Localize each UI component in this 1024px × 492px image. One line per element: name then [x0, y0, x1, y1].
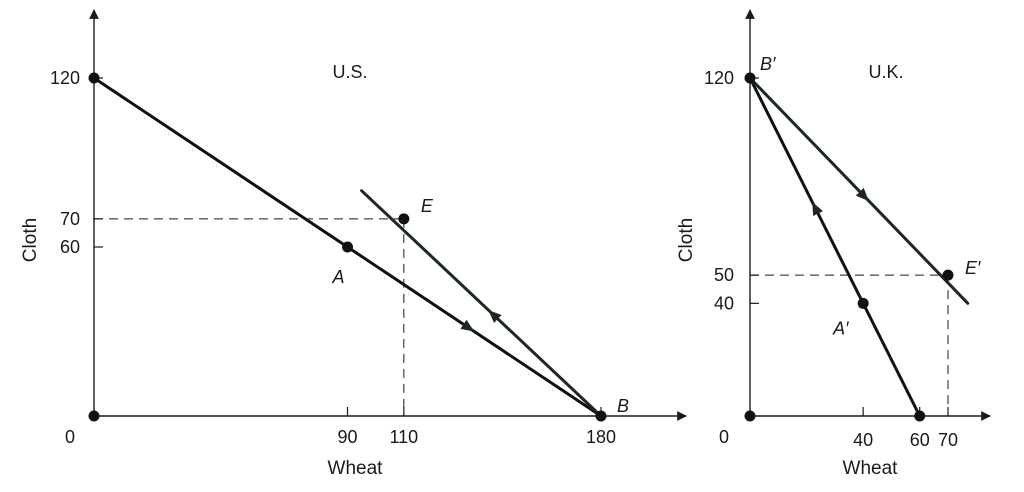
us-x-axis-label: Wheat [328, 458, 384, 479]
us-point-point-0-0 [88, 410, 100, 422]
uk-production-frontier [748, 76, 922, 418]
uk-y-tick-label-50: 50 [714, 265, 734, 285]
us-origin-label: 0 [65, 427, 75, 447]
us-y-tick-label-70: 70 [60, 209, 80, 229]
uk-point-point-60-0 [914, 410, 926, 422]
uk-point-b-prime [744, 72, 756, 84]
uk-x-tick-label-40: 40 [853, 430, 873, 450]
uk-production-frontier-arrow [812, 201, 823, 217]
us-x-tick-label-110: 110 [389, 427, 418, 447]
us-panel-title: U.S. [332, 62, 367, 82]
uk-x-axis-label: Wheat [843, 458, 899, 479]
uk-y-tick-label-120: 120 [704, 68, 734, 88]
uk-x-tick-label-60: 60 [910, 430, 930, 450]
us-point-label-e: E [421, 196, 434, 216]
us-x-tick-label-180: 180 [586, 427, 616, 447]
uk-panel-title: U.K. [868, 62, 903, 82]
us-point-a [342, 241, 353, 253]
us-point-label-b: B [617, 396, 629, 416]
us-x-tick-label-90: 90 [337, 427, 357, 447]
us-production-frontier-arrow [460, 319, 475, 332]
uk-point-label-a-prime: A′ [832, 318, 849, 338]
uk-point-point-0-0 [744, 410, 756, 422]
us-point-label-a: A [332, 267, 345, 287]
us-y-tick-label-120: 120 [50, 68, 80, 88]
us-panel: 90 110 180 60 70 120 0 Wheat Cloth U.S. A E B [20, 9, 687, 479]
uk-point-label-b-prime: B′ [760, 54, 776, 74]
us-point-e [398, 213, 410, 225]
uk-trade-line-arrow [855, 187, 869, 202]
uk-point-a-prime [857, 297, 869, 309]
us-y-axis-label: Cloth [20, 218, 41, 262]
uk-x-tick-label-70: 70 [938, 430, 958, 450]
us-point-b [595, 410, 607, 422]
uk-point-label-e-prime: E′ [965, 258, 981, 278]
uk-y-axis-label: Cloth [676, 218, 697, 262]
us-trade-line-arrow [488, 310, 502, 324]
uk-point-e-prime [942, 269, 954, 281]
uk-trade-line [748, 76, 970, 305]
uk-origin-label: 0 [719, 427, 729, 447]
us-trade-line [360, 189, 603, 418]
us-point-point-0-120 [88, 72, 100, 84]
uk-y-tick-label-40: 40 [714, 293, 734, 313]
us-y-tick-label-60: 60 [60, 237, 80, 257]
uk-panel: 40 60 70 40 50 120 0 Wheat Cloth U.K. B′ A′ E′ [676, 9, 991, 479]
